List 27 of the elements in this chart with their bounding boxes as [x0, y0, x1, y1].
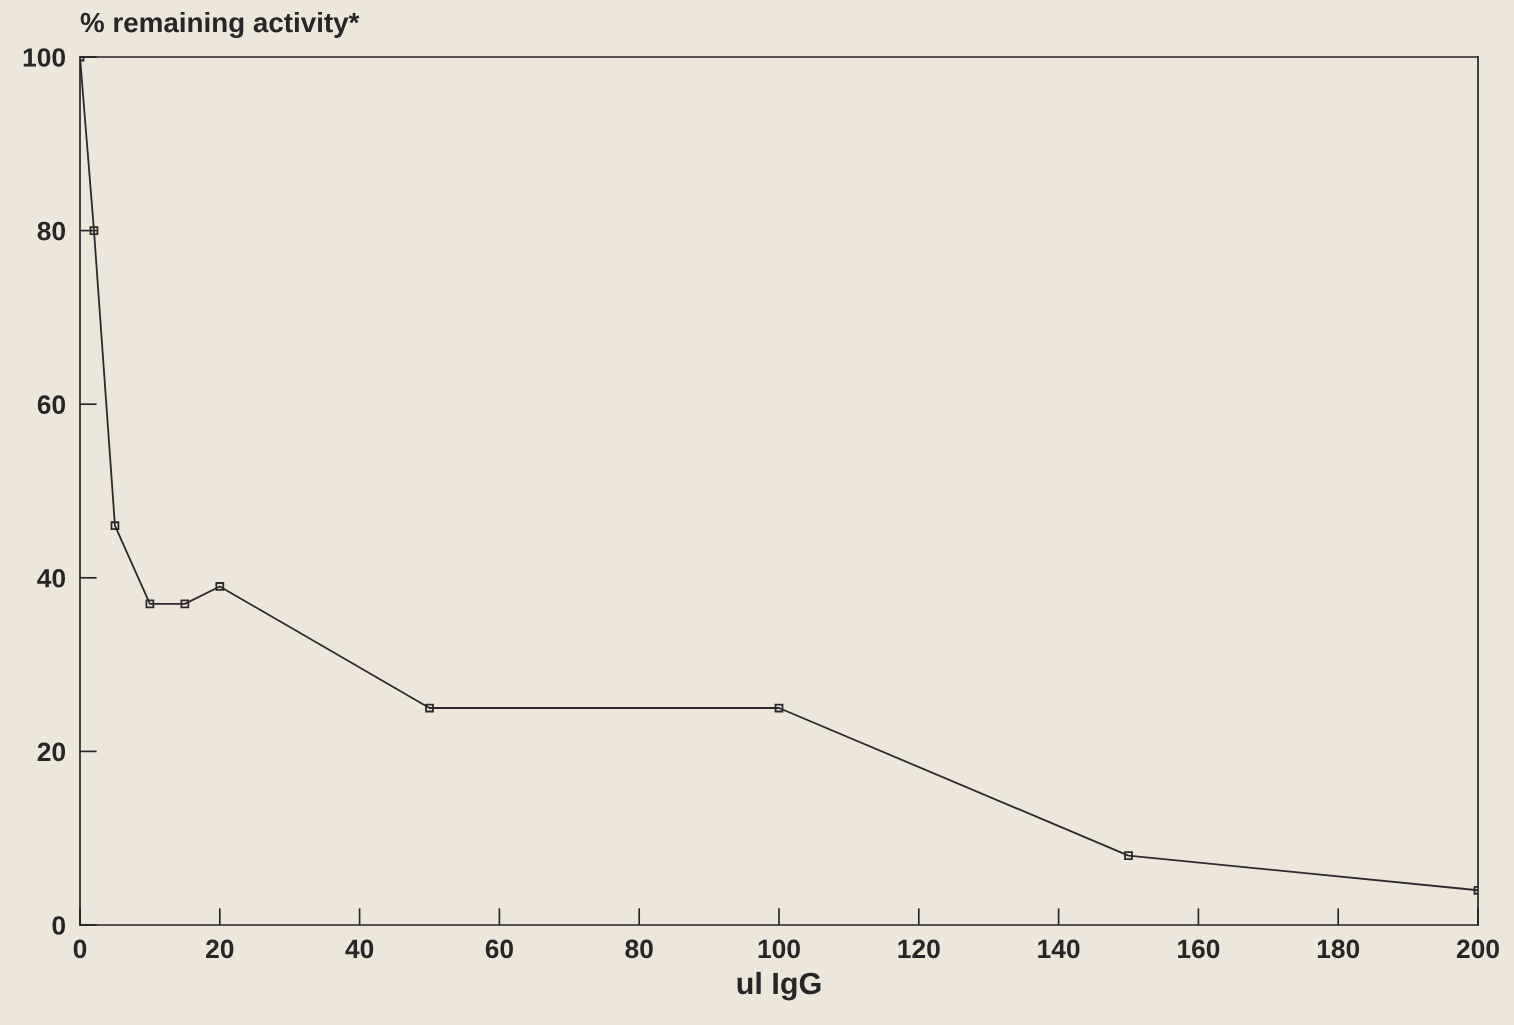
point	[145, 599, 155, 609]
x-tick-label: 140	[1038, 939, 1080, 959]
x-tick-label: 80	[625, 939, 653, 959]
point	[1124, 851, 1133, 860]
point	[774, 703, 784, 713]
y-tick-label: 60	[37, 395, 66, 415]
x-tick-label: 200	[1456, 939, 1499, 959]
y-tick-label: 20	[37, 742, 66, 762]
x-tick-label: 60	[485, 939, 513, 959]
x-tick-label: 180	[1317, 939, 1360, 959]
point	[425, 703, 434, 713]
point	[89, 226, 99, 235]
y-tick-label: 100	[23, 48, 66, 67]
y-axis-title: % remaining activity*	[80, 11, 360, 39]
x-tick-label: 120	[898, 939, 940, 959]
x-tick-label: 100	[758, 939, 800, 959]
point	[110, 521, 120, 531]
y-tick-label: 0	[52, 916, 66, 935]
point	[180, 599, 190, 609]
y-tick-label: 40	[37, 568, 66, 588]
point	[215, 582, 225, 591]
x-tick-label: 40	[345, 939, 374, 959]
x-tick-label: 0	[73, 939, 87, 959]
x-tick-label: 160	[1178, 939, 1220, 959]
y-tick-label: 80	[37, 221, 66, 241]
x-tick-label: 20	[206, 939, 234, 959]
x-axis-title: ul IgG	[737, 971, 821, 1001]
